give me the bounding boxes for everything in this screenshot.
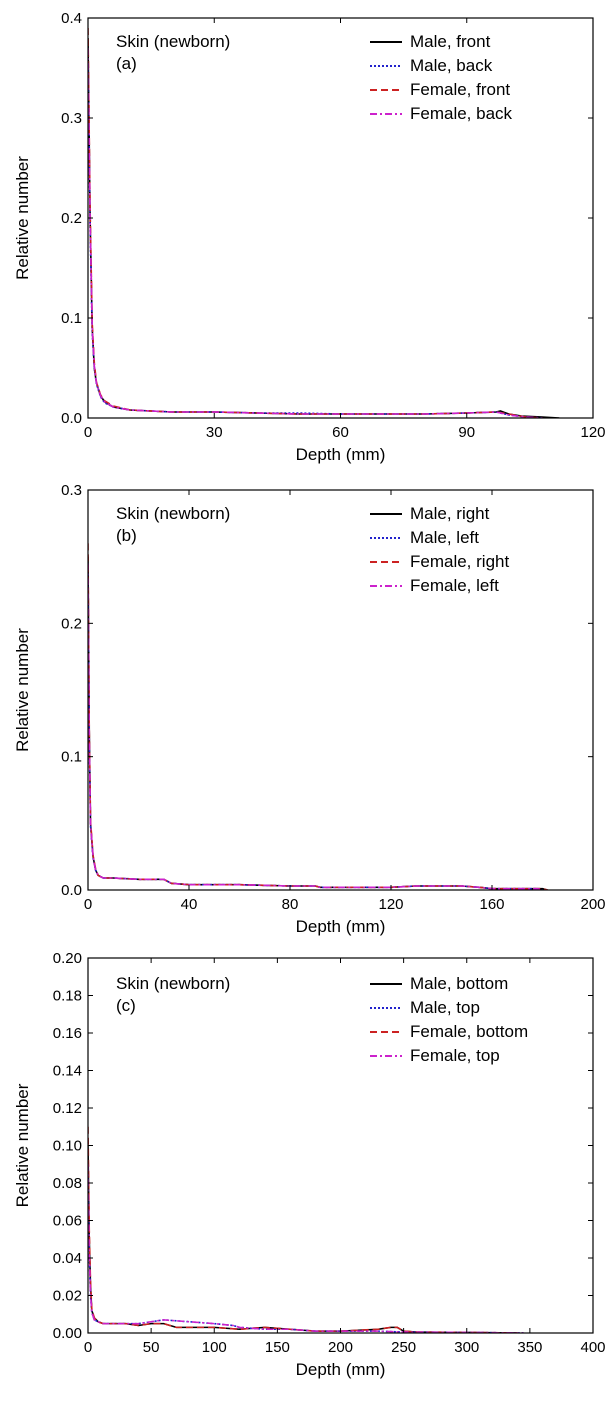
legend-label: Male, right [410, 504, 490, 523]
y-tick-label: 0.00 [53, 1325, 82, 1342]
y-tick-label: 0.1 [61, 310, 82, 327]
series-line-4 [88, 1164, 524, 1333]
x-tick-label: 250 [391, 1339, 416, 1356]
x-tick-label: 300 [454, 1339, 479, 1356]
y-tick-label: 0.16 [53, 1025, 82, 1042]
y-tick-label: 0.08 [53, 1175, 82, 1192]
y-tick-label: 0.4 [61, 10, 82, 27]
x-tick-label: 60 [332, 424, 349, 441]
series-line-4 [88, 47, 543, 418]
chart-panel-2: 0 40 80 120 160 200 0.0 0.1 0.2 0.3 Depth (mm) Rela… [13, 482, 606, 936]
legend-label: Female, right [410, 552, 509, 571]
x-tick-label: 100 [202, 1339, 227, 1356]
series-line-4 [88, 563, 543, 890]
x-tick-label: 200 [328, 1339, 353, 1356]
panel-label: (b) [116, 526, 137, 545]
x-tick-label: 80 [282, 896, 299, 913]
y-tick-label: 0.20 [53, 950, 82, 967]
legend-label: Male, back [410, 56, 493, 75]
y-axis-label: Relative number [13, 628, 32, 752]
y-tick-label: 0.06 [53, 1213, 82, 1230]
x-tick-label: 160 [479, 896, 504, 913]
x-tick-label: 120 [580, 424, 605, 441]
legend-label: Female, left [410, 576, 499, 595]
legend-label: Male, bottom [410, 974, 508, 993]
y-tick-label: 0.04 [53, 1250, 82, 1267]
x-tick-label: 40 [181, 896, 198, 913]
x-axis-label: Depth (mm) [296, 445, 386, 464]
y-tick-label: 0.10 [53, 1138, 82, 1155]
x-tick-label: 350 [517, 1339, 542, 1356]
legend-label: Male, left [410, 528, 479, 547]
y-tick-label: 0.3 [61, 110, 82, 127]
plot-frame [87, 957, 594, 1334]
plot-frame [87, 489, 594, 891]
x-tick-label: 90 [458, 424, 475, 441]
series-line-3 [88, 543, 548, 890]
x-tick-label: 30 [206, 424, 223, 441]
x-tick-label: 0 [84, 424, 92, 441]
x-tick-label: 200 [580, 896, 605, 913]
y-tick-label: 0.2 [61, 210, 82, 227]
legend: Male, right Male, left Female, right Female… [370, 504, 509, 595]
y-tick-label: 0.0 [61, 410, 82, 427]
x-tick-label: 120 [378, 896, 403, 913]
legend-label: Male, top [410, 998, 480, 1017]
x-axis-label: Depth (mm) [296, 917, 386, 936]
legend-label: Male, front [410, 32, 491, 51]
x-tick-label: 0 [84, 1339, 92, 1356]
x-tick-label: 50 [143, 1339, 160, 1356]
legend: Male, bottom Male, top Female, bottom Femal… [370, 974, 528, 1065]
y-tick-label: 0.0 [61, 882, 82, 899]
legend: Male, front Male, back Female, front Female… [370, 32, 513, 123]
y-tick-label: 0.3 [61, 482, 82, 499]
y-axis-label: Relative number [13, 156, 32, 280]
series-line-1 [88, 556, 548, 890]
y-tick-label: 0.2 [61, 615, 82, 632]
chart-annotation: Skin (newborn) [116, 504, 230, 523]
x-tick-label: 400 [580, 1339, 605, 1356]
chart-annotation: Skin (newborn) [116, 974, 230, 993]
legend-label: Female, back [410, 104, 513, 123]
panel-label: (c) [116, 996, 136, 1015]
chart-annotation: Skin (newborn) [116, 32, 230, 51]
series-line-1 [88, 1145, 518, 1333]
y-axis-label: Relative number [13, 1083, 32, 1207]
legend-label: Female, bottom [410, 1022, 528, 1041]
y-tick-label: 0.02 [53, 1288, 82, 1305]
chart-panel-1: 0 30 60 90 120 0.0 0.1 0.2 0.3 0.4 Depth (mm) Relat… [13, 10, 606, 464]
panel-label: (a) [116, 54, 137, 73]
x-tick-label: 150 [265, 1339, 290, 1356]
legend-label: Female, front [410, 80, 510, 99]
legend-label: Female, top [410, 1046, 500, 1065]
plot-frame [87, 17, 594, 419]
y-tick-label: 0.18 [53, 988, 82, 1005]
x-tick-label: 0 [84, 896, 92, 913]
series-line-2 [88, 569, 543, 890]
chart-panel-3: 0 50 100 150 200 250 300 350 400 0.00 0.02 0.04 0.06… [13, 950, 606, 1379]
x-axis-label: Depth (mm) [296, 1360, 386, 1379]
y-tick-label: 0.12 [53, 1100, 82, 1117]
y-tick-label: 0.14 [53, 1063, 82, 1080]
series-line-2 [88, 1173, 524, 1333]
y-tick-label: 0.1 [61, 749, 82, 766]
series-line-3 [88, 1126, 518, 1333]
